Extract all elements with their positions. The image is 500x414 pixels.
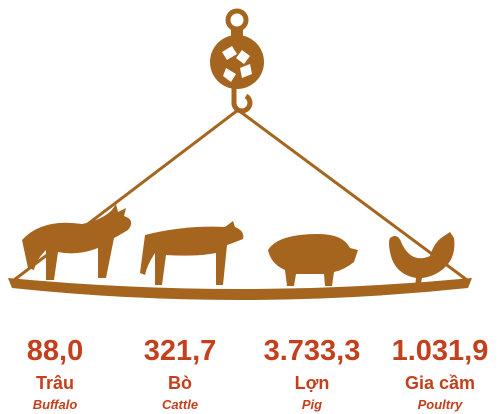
hook-ring bbox=[228, 11, 246, 29]
name: Lợn bbox=[295, 373, 330, 393]
labels: 88,0 Trâu Buffalo 321,7 Bò Cattle 3.733,3 Lợn Pi… bbox=[27, 335, 489, 412]
value: 321,7 bbox=[144, 335, 217, 367]
hook bbox=[234, 88, 250, 111]
hook-emblem bbox=[210, 35, 264, 89]
name-en: Buffalo bbox=[33, 397, 78, 412]
name-en: Poultry bbox=[418, 397, 464, 412]
infographic: 88,0 Trâu Buffalo 321,7 Bò Cattle 3.733,3 Lợn Pi… bbox=[0, 0, 500, 414]
name-en: Pig bbox=[302, 397, 322, 412]
page: 88,0 Trâu Buffalo 321,7 Bò Cattle 3.733,3 Lợn Pi… bbox=[0, 0, 500, 414]
scale bbox=[8, 11, 472, 300]
pig bbox=[268, 234, 358, 286]
buffalo bbox=[22, 204, 131, 280]
poultry bbox=[389, 232, 454, 288]
name: Bò bbox=[168, 373, 192, 393]
value: 3.733,3 bbox=[264, 335, 361, 367]
cattle bbox=[140, 221, 243, 285]
value: 88,0 bbox=[27, 335, 83, 367]
value: 1.031,9 bbox=[392, 335, 489, 367]
name: Trâu bbox=[36, 373, 74, 393]
name: Gia cầm bbox=[405, 373, 475, 393]
pan bbox=[8, 278, 472, 300]
name-en: Cattle bbox=[162, 397, 198, 412]
